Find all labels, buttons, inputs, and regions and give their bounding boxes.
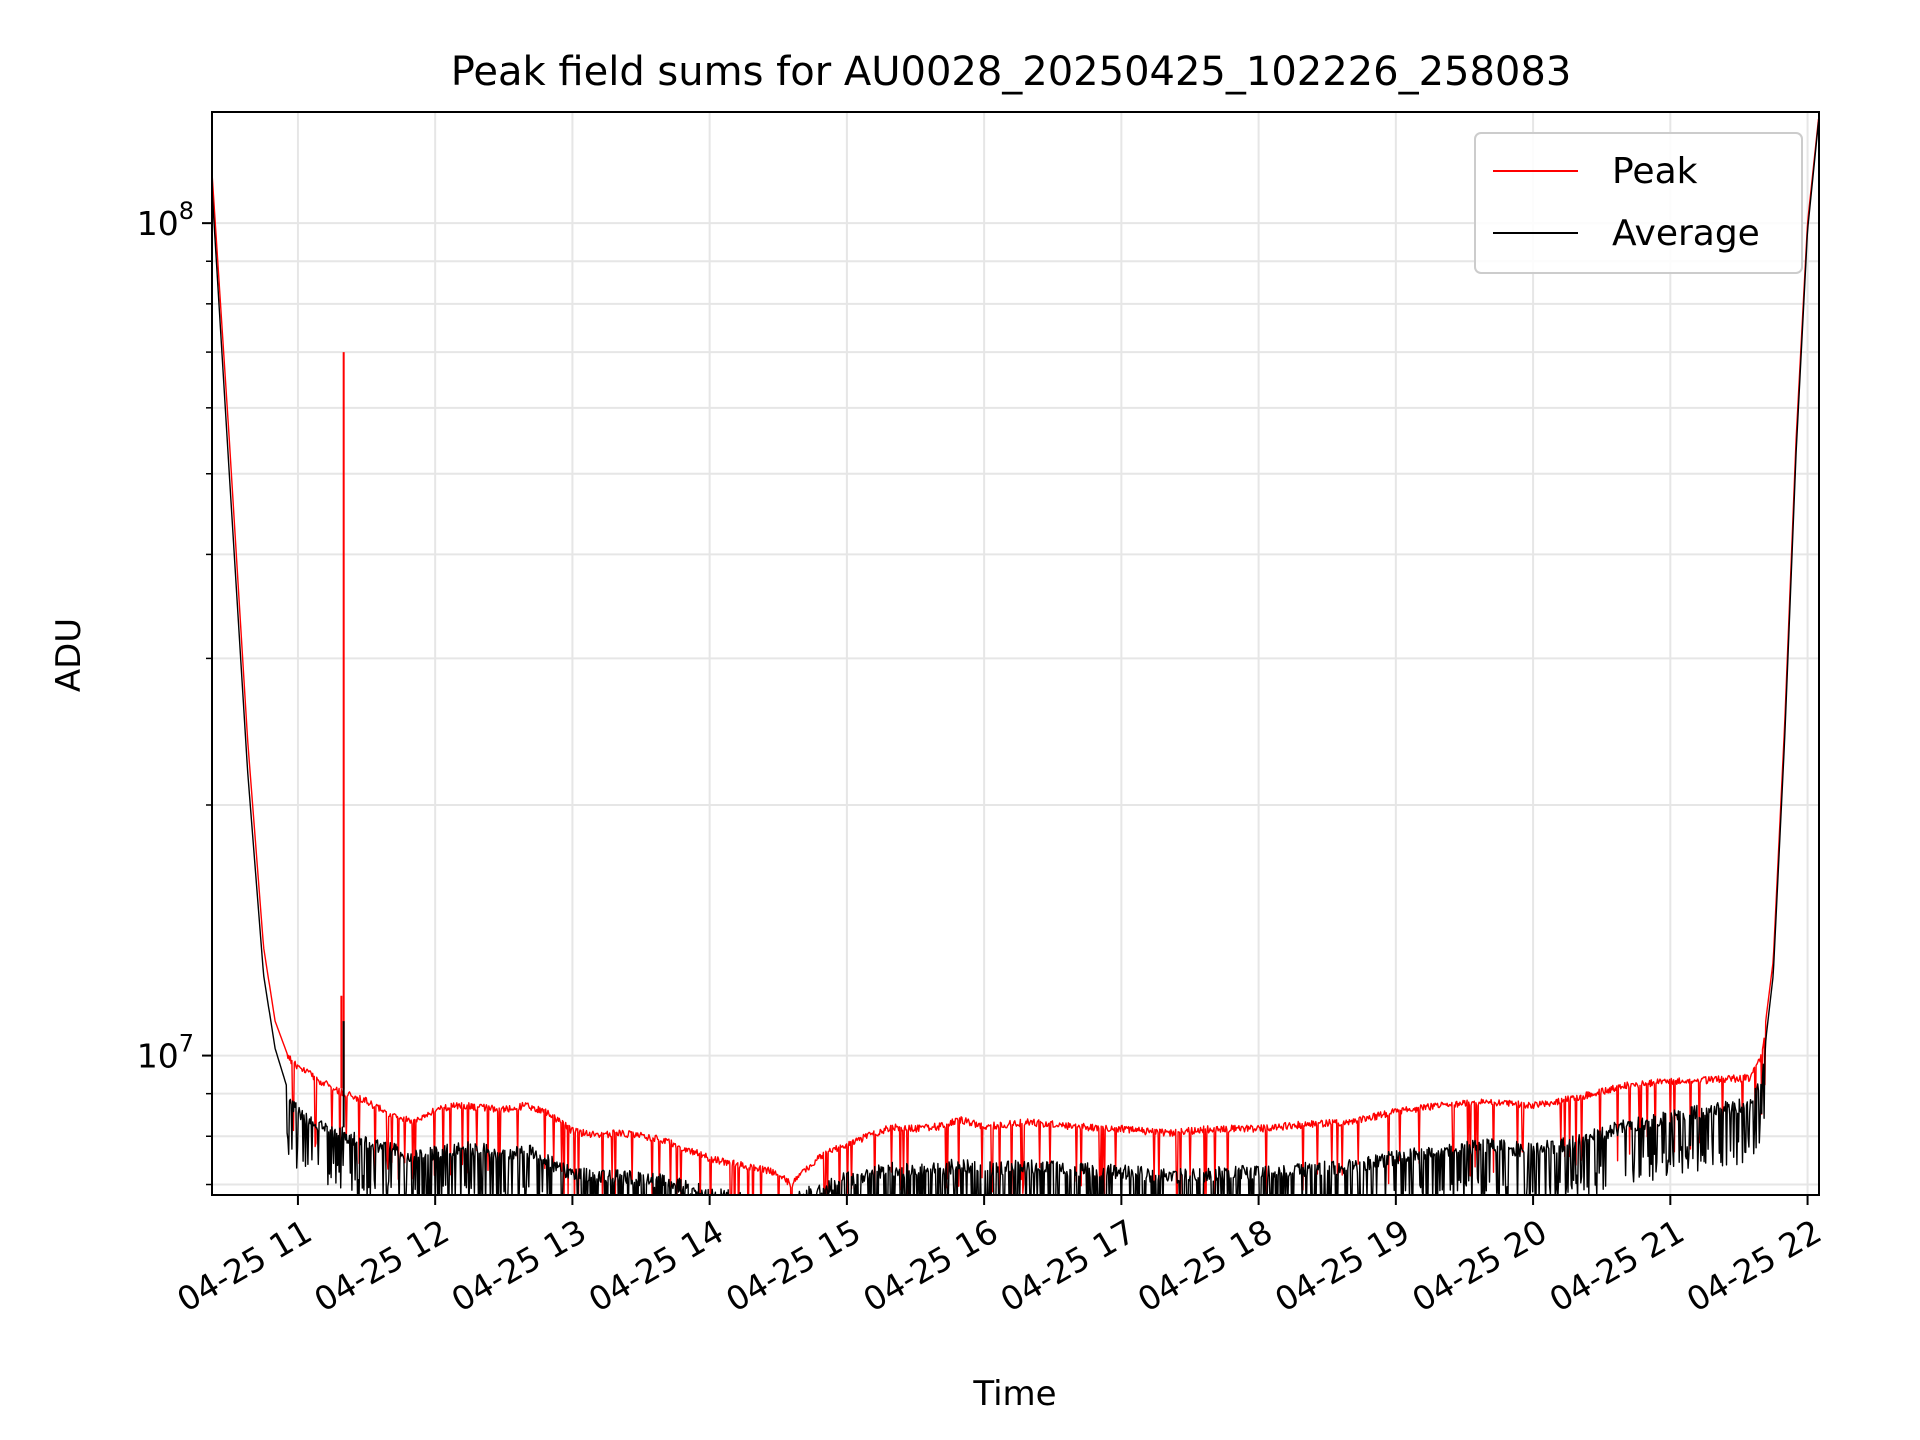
series-line-peak [212,118,1819,1195]
series-line-average [212,121,1819,1195]
plot-frame [211,111,1820,1196]
y-tick-label: 107 [137,1030,194,1076]
x-axis-label: Time [972,1374,1056,1414]
plot-area [211,111,1820,1196]
legend: Peak Average [1474,132,1803,274]
y-axis: 107 108 [137,197,212,1186]
legend-label-peak: Peak [1612,151,1698,192]
legend-box [1474,132,1803,274]
series-layer [212,118,1819,1195]
y-tick-label: 108 [137,197,194,243]
chart-title: Peak field sums for AU0028_20250425_1022… [451,49,1572,95]
legend-label-average: Average [1612,213,1760,254]
grid-lines [212,112,1819,1195]
y-axis-label: ADU [49,618,89,692]
